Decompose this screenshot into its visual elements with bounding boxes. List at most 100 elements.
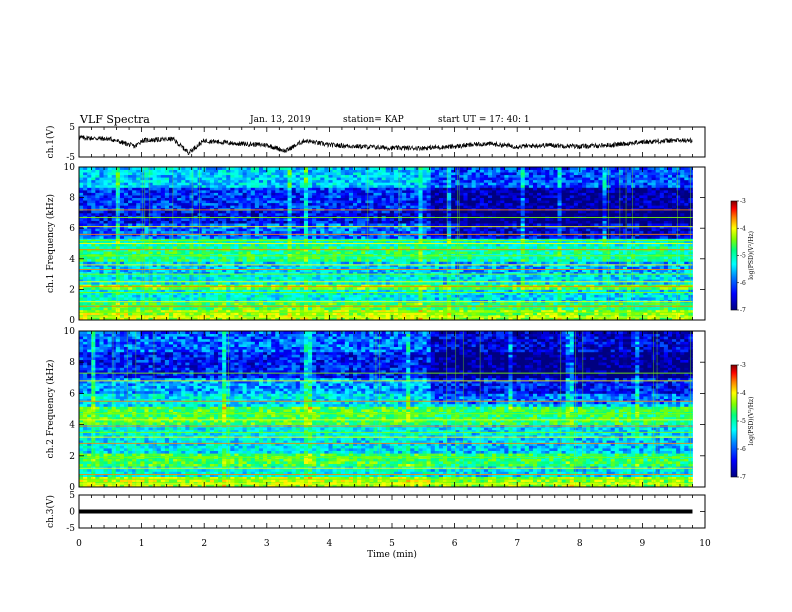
- spectrogram-cell: [222, 218, 227, 221]
- spectrogram-cell: [128, 212, 133, 216]
- spectrogram-cell: [410, 302, 415, 306]
- spectrogram-cell: [385, 294, 391, 298]
- spectrogram-cell: [140, 317, 145, 321]
- spectrogram-cell: [103, 291, 109, 295]
- spectrogram-cell: [107, 243, 113, 247]
- spectrogram-cell: [320, 210, 325, 214]
- spectrogram-cell: [230, 279, 235, 283]
- spectrogram-cell: [291, 212, 297, 216]
- spectrogram-cell: [357, 317, 362, 321]
- spectrogram-cell: [136, 246, 141, 249]
- spectrogram-cell: [287, 258, 293, 262]
- spectrogram-cell: [402, 179, 407, 183]
- spectrogram-cell: [348, 200, 354, 204]
- spectrogram-cell: [258, 299, 264, 303]
- spectrogram-cell: [107, 235, 113, 239]
- spectrogram-cell: [263, 192, 268, 196]
- spectrogram-cell: [336, 195, 342, 198]
- spectrogram-cell: [218, 243, 223, 247]
- spectrogram-cell: [164, 223, 170, 227]
- spectrogram-cell: [173, 279, 178, 283]
- spectrogram-cell: [373, 294, 378, 298]
- spectrogram-cell: [119, 258, 125, 262]
- spectrogram-cell: [250, 312, 256, 316]
- spectrogram-cell: [222, 271, 227, 275]
- spectrogram-cell: [185, 317, 190, 321]
- spectrogram-cell: [348, 230, 354, 234]
- spectrogram-cell: [377, 291, 383, 295]
- spectrogram-cell: [140, 312, 145, 316]
- spectrogram-cell: [234, 314, 239, 318]
- spectrogram-cell: [181, 223, 186, 227]
- spectrogram-cell: [164, 189, 170, 193]
- spectrogram-cell: [377, 307, 383, 311]
- spectrogram-cell: [99, 202, 104, 206]
- spectrogram-cell: [332, 223, 338, 227]
- spectrogram-cell: [291, 197, 297, 201]
- spectrogram-cell: [320, 187, 325, 191]
- spectrogram-cell: [254, 251, 260, 255]
- spectrogram-cell: [230, 243, 235, 247]
- spectrogram-cell: [385, 253, 391, 257]
- spectrogram-cell: [312, 289, 317, 293]
- spectrogram-cell: [99, 266, 104, 270]
- spectrogram-cell: [107, 294, 113, 298]
- spectrogram-cell: [185, 218, 190, 221]
- spectrogram-cell: [348, 238, 354, 242]
- spectrogram-cell: [242, 202, 248, 206]
- spectrogram-cell: [209, 210, 215, 214]
- spectrogram-cell: [361, 189, 366, 193]
- spectrogram-cell: [381, 210, 387, 214]
- spectrogram-cell: [156, 182, 162, 186]
- spectrogram-cell: [238, 317, 243, 321]
- spectrogram-cell: [353, 218, 358, 221]
- spectrogram-cell: [344, 197, 350, 201]
- spectrogram-cell: [177, 235, 182, 239]
- spectrogram-cell: [279, 276, 284, 280]
- spectrogram-cell: [95, 258, 100, 262]
- spectrogram-cell: [267, 212, 272, 216]
- spectrogram-cell: [385, 246, 391, 249]
- spectrogram-cell: [348, 314, 354, 318]
- spectrogram-cell: [132, 220, 137, 224]
- spectrogram-cell: [389, 238, 395, 242]
- spectrogram-cell: [389, 279, 395, 283]
- spectrogram-cell: [393, 235, 399, 239]
- spectrogram-cell: [242, 179, 248, 183]
- spectrogram-cell: [348, 294, 354, 298]
- spectrogram-cell: [348, 210, 354, 214]
- spectrogram-cell: [156, 276, 162, 280]
- spectrogram-cell: [287, 291, 293, 295]
- spectrogram-cell: [99, 205, 104, 209]
- spectrogram-cell: [393, 307, 399, 311]
- spectrogram-cell: [152, 253, 158, 257]
- spectrogram-cell: [381, 167, 387, 170]
- spectrogram-cell: [320, 271, 325, 275]
- spectrogram-cell: [128, 284, 133, 288]
- spectrogram-cell: [128, 269, 133, 272]
- spectrogram-cell: [348, 182, 354, 186]
- spectrogram-cell: [91, 228, 96, 232]
- spectrogram-cell: [164, 279, 170, 283]
- spectrogram-cell: [238, 284, 243, 288]
- spectrogram-cell: [181, 279, 186, 283]
- spectrogram-cell: [385, 312, 391, 316]
- spectrogram-cell: [144, 281, 149, 285]
- spectrogram-cell: [250, 215, 256, 219]
- spectrogram-cell: [340, 215, 346, 219]
- spectrogram-cell: [177, 223, 182, 227]
- spectrogram-cell: [144, 269, 149, 272]
- spectrogram-cell: [234, 240, 239, 244]
- spectrogram-cell: [213, 228, 219, 232]
- spectrogram-cell: [99, 172, 104, 176]
- spectrogram-cell: [107, 246, 113, 249]
- spectrogram-cell: [136, 220, 141, 224]
- spectrogram-cell: [123, 246, 129, 249]
- spectrogram-cell: [316, 261, 321, 265]
- spectrogram-cell: [283, 235, 288, 239]
- spectrogram-cell: [344, 309, 350, 313]
- spectrogram-cell: [328, 299, 333, 303]
- spectrogram-cell: [99, 197, 104, 201]
- spectrogram-cell: [95, 235, 100, 239]
- spectrogram-cell: [148, 174, 154, 178]
